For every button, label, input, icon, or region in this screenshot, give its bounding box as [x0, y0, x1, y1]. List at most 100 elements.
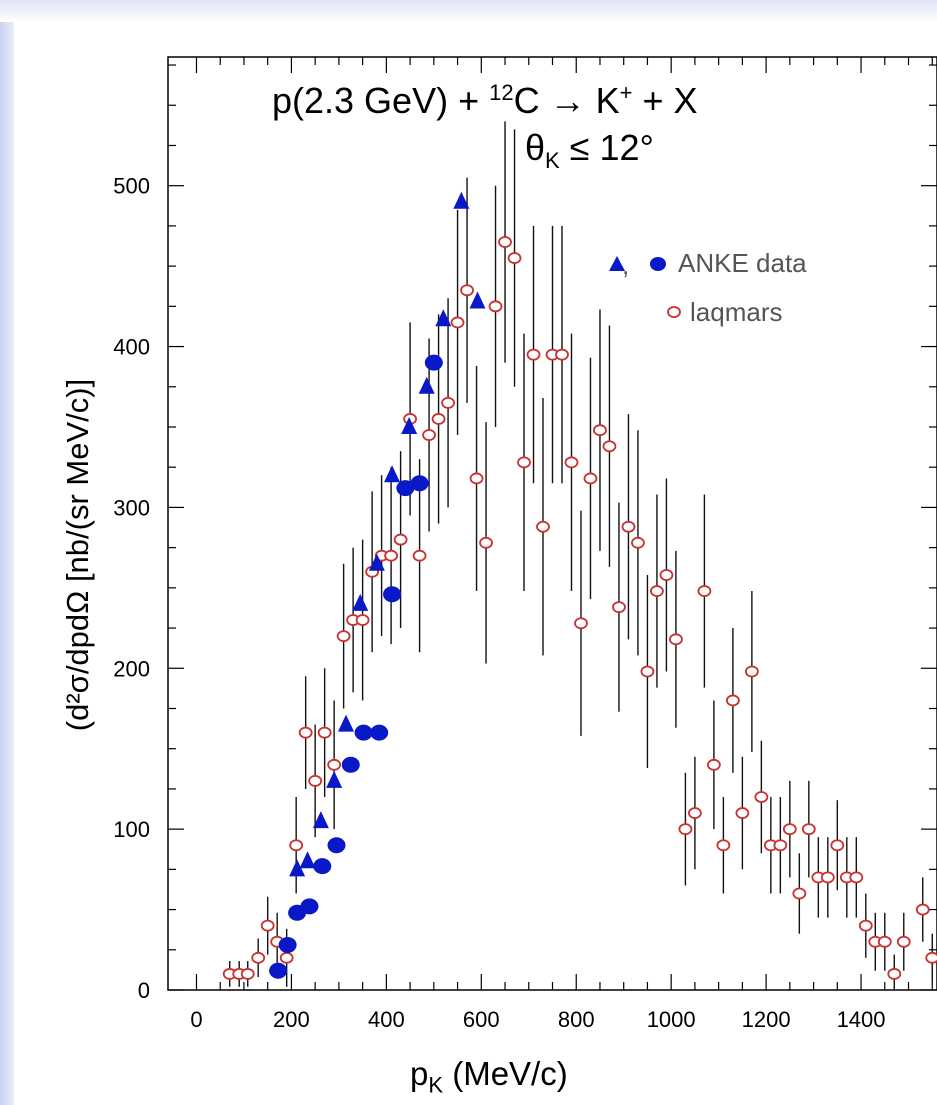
x-tick-label: 0: [190, 1007, 202, 1032]
laqmars-point: [801, 823, 816, 836]
laqmars-point: [830, 839, 845, 852]
anke-circle-point: [269, 962, 288, 979]
title-part-3: + X: [632, 80, 698, 121]
laqmars-point: [915, 903, 930, 916]
laqmars-point: [555, 348, 569, 361]
laqmars-point: [650, 585, 664, 597]
laqmars-point: [640, 665, 655, 678]
laqmars-point: [289, 839, 304, 852]
laqmars-point: [240, 968, 255, 980]
anke-circle-point: [313, 858, 332, 875]
laqmars-point: [659, 569, 674, 581]
laqmars-point: [298, 726, 313, 739]
anke-triangle-point: [453, 191, 470, 209]
laqmars-point: [412, 549, 427, 562]
anke-circle-point: [410, 475, 429, 492]
laqmars-point: [564, 456, 579, 469]
y-tick-label: 400: [113, 335, 150, 360]
laqmars-point: [744, 665, 759, 678]
slide-left-border: [0, 0, 14, 1105]
laqmars-point: [612, 601, 626, 614]
laqmars-point: [735, 807, 750, 819]
laqmars-point: [488, 300, 503, 313]
laqmars-point: [355, 614, 370, 626]
anke-circle-point: [341, 756, 360, 773]
anke-circle-point: [354, 724, 373, 741]
anke-triangle-point: [352, 593, 369, 611]
laqmars-point: [460, 284, 474, 297]
laqmars-point: [422, 429, 436, 441]
laqmars-point: [431, 413, 446, 425]
anke-triangle-point: [338, 714, 355, 732]
plot-frame: [167, 56, 937, 991]
legend-triangle-marker: [609, 256, 625, 271]
laqmars-point: [327, 758, 342, 771]
anke-circle-point: [396, 480, 415, 497]
laqmars-point: [517, 456, 531, 469]
laqmars-point: [602, 440, 617, 453]
slide-top-band: [0, 0, 937, 22]
laqmars-point: [925, 951, 937, 964]
anke-triangle-point: [326, 770, 343, 788]
laqmars-point: [621, 520, 636, 533]
anke-circle-point: [278, 936, 297, 953]
x-tick-labels: 0 200 400 600 800 1000 1200 1400: [190, 1007, 885, 1032]
legend-anke-label: ANKE data: [678, 248, 807, 278]
anke-circle-point: [383, 586, 402, 603]
laqmars-point: [896, 935, 911, 948]
laqmars-point: [583, 472, 598, 485]
theta-subscript: K: [545, 148, 560, 174]
x-label-unit: (MeV/c): [443, 1055, 568, 1092]
x-tick-label: 200: [273, 1007, 310, 1032]
anke-triangle-point: [418, 376, 435, 394]
laqmars-point: [251, 951, 266, 964]
anke-circle-point: [300, 898, 319, 915]
x-axis-label: pK (MeV/c): [410, 1055, 568, 1099]
laqmars-point: [536, 520, 550, 533]
anke-circle-point: [327, 837, 346, 854]
x-label-sub: K: [428, 1072, 444, 1098]
laqmars-point: [384, 549, 399, 562]
legend-laqmars-label: laqmars: [690, 297, 783, 327]
x-tick-label: 800: [558, 1007, 595, 1032]
laqmars-point: [593, 424, 607, 437]
laqmars-point: [697, 585, 712, 597]
anke-triangle-point: [469, 291, 486, 309]
theta-symbol: θ: [525, 127, 546, 168]
y-tick-label: 100: [113, 817, 150, 842]
x-tick-label: 1200: [742, 1007, 791, 1032]
x-label-p: p: [410, 1055, 429, 1092]
laqmars-point: [820, 871, 835, 884]
laqmars-point: [678, 823, 693, 836]
axis-ticks: [168, 57, 937, 991]
laqmars-point: [450, 316, 465, 329]
laqmars-point: [317, 726, 332, 739]
laqmars-point: [858, 919, 873, 932]
anke-triangle-point: [312, 811, 329, 829]
laqmars-point: [877, 935, 892, 948]
x-tick-label: 600: [463, 1007, 500, 1032]
laqmars-point: [260, 919, 275, 932]
laqmars-point: [279, 951, 294, 964]
chart-title-line2: θK ≤ 12°: [525, 127, 654, 174]
y-tick-label: 500: [113, 174, 150, 199]
laqmars-point: [725, 694, 740, 707]
title-part-2: C → K: [513, 80, 620, 121]
y-tick-labels: 0 100 200 300 400 500: [113, 174, 150, 1003]
anke-triangle-point: [289, 859, 306, 877]
y-tick-label: 300: [113, 495, 150, 520]
anke-triangle-point: [435, 309, 452, 327]
legend-anke-sep: ,: [622, 250, 630, 280]
y-tick-label: 0: [138, 978, 150, 1003]
laqmars-point: [669, 633, 683, 646]
laqmars-point: [773, 839, 788, 852]
laqmars-point: [849, 871, 864, 884]
legend-markers: [609, 256, 681, 318]
laqmars-point: [393, 533, 408, 546]
x-tick-label: 400: [368, 1007, 405, 1032]
laqmars-point: [716, 839, 731, 852]
laqmars-point: [782, 823, 797, 836]
laqmars-point: [308, 774, 323, 787]
title-part-1: p(2.3 GeV) +: [272, 80, 490, 121]
anke-triangle-point: [401, 416, 418, 434]
